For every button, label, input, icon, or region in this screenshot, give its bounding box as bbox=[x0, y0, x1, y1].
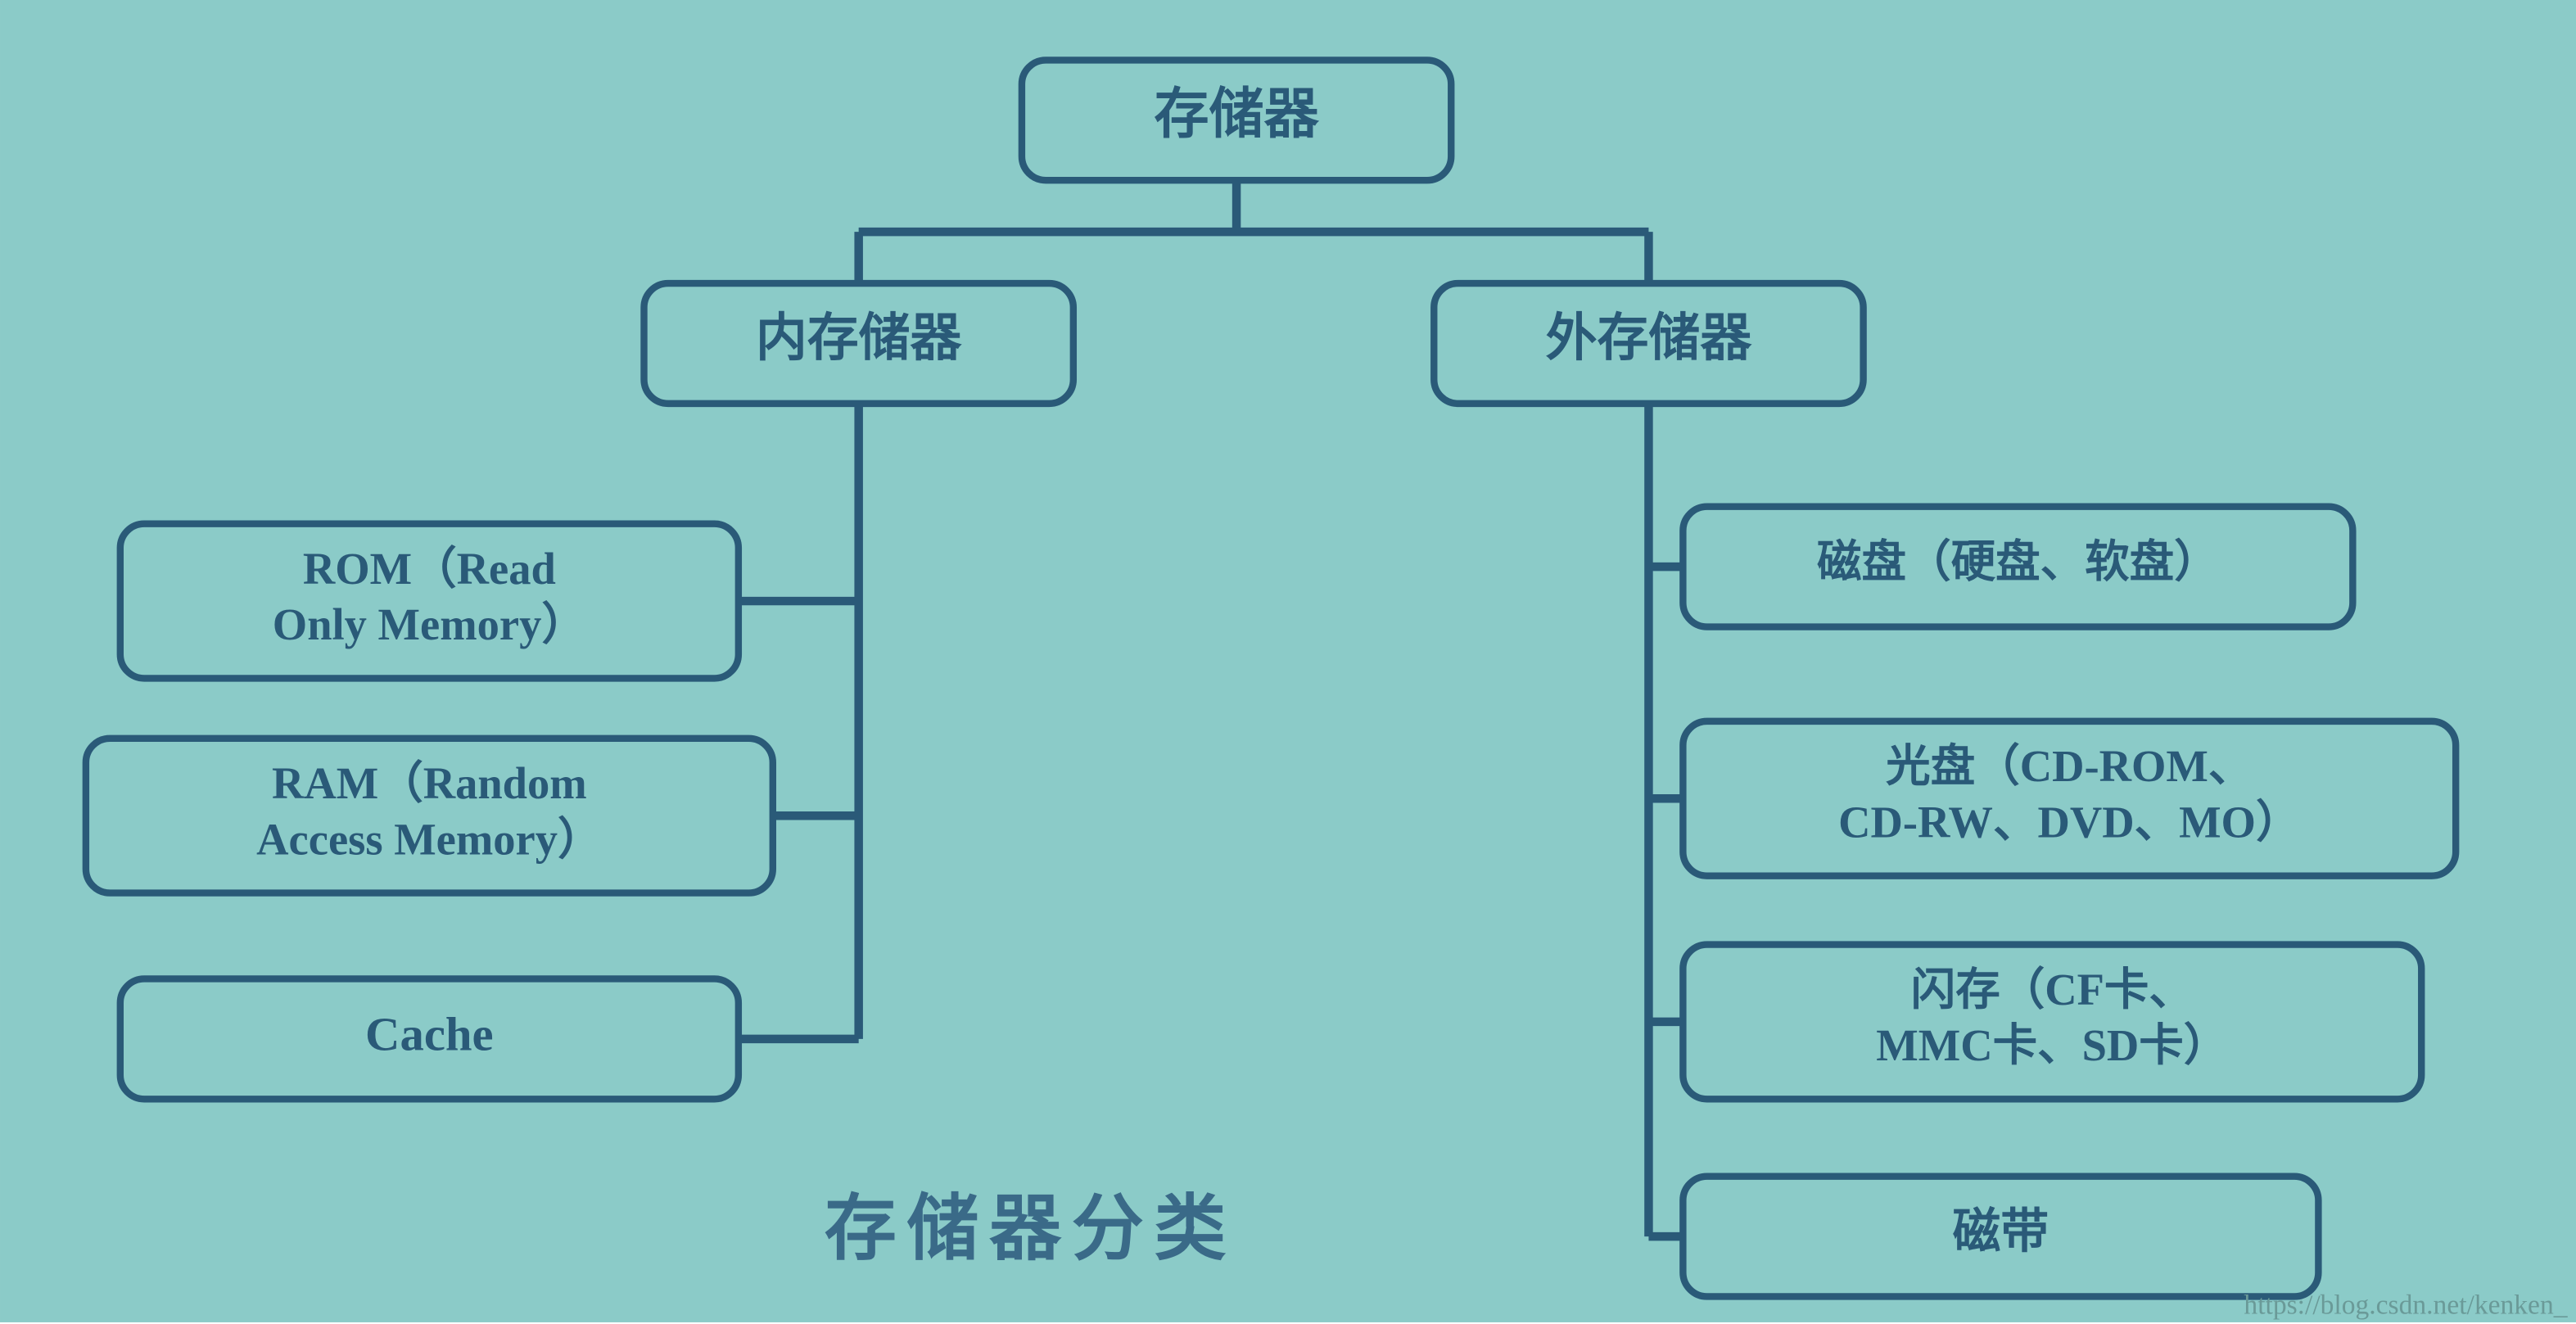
node-tape-label: 磁带 bbox=[1953, 1205, 2049, 1258]
diagram-background bbox=[0, 0, 2576, 1322]
storage-classification-diagram: 存储器内存储器外存储器ROM（ReadOnly Memory）RAM（Rando… bbox=[0, 0, 2576, 1322]
node-root-label: 存储器 bbox=[1154, 84, 1319, 145]
node-internal-label: 内存储器 bbox=[756, 310, 963, 367]
node-disk-label: 磁盘（硬盘、软盘） bbox=[1817, 537, 2219, 587]
diagram-title: 存储器分类 bbox=[825, 1190, 1236, 1269]
watermark: https://blog.csdn.net/kenken_ bbox=[2244, 1290, 2568, 1320]
node-external-label: 外存储器 bbox=[1546, 310, 1753, 367]
node-cache-label: Cache bbox=[365, 1007, 494, 1060]
